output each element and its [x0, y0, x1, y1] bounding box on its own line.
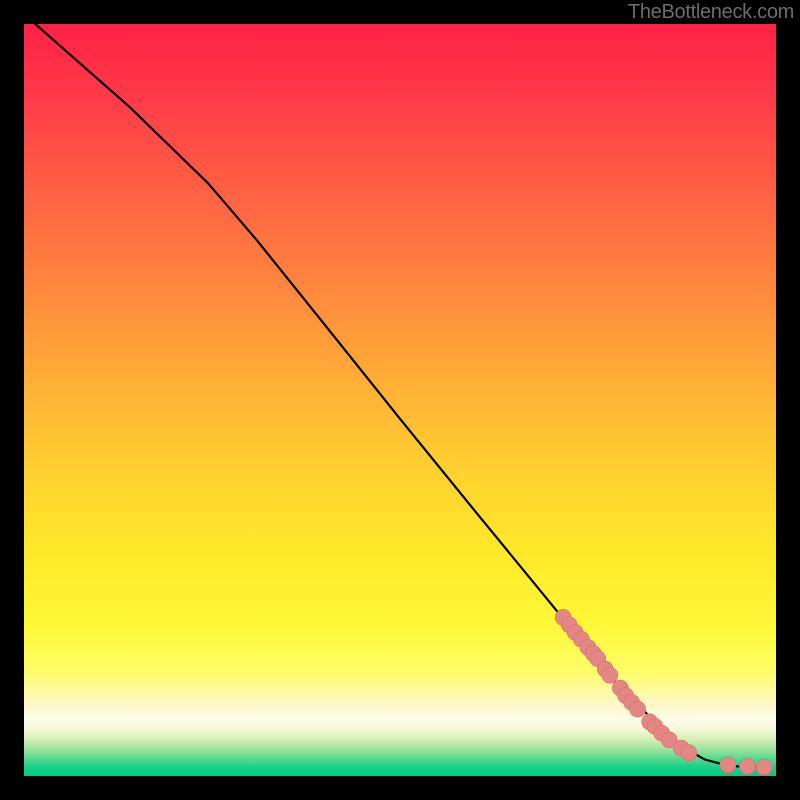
plot-background	[24, 24, 776, 776]
chart-container: TheBottleneck.com	[0, 0, 800, 800]
data-marker	[630, 701, 646, 717]
data-marker	[720, 757, 736, 773]
data-marker	[681, 745, 697, 761]
data-marker	[756, 759, 772, 775]
chart-svg	[0, 0, 800, 800]
data-marker	[602, 667, 618, 683]
data-marker	[739, 758, 755, 774]
